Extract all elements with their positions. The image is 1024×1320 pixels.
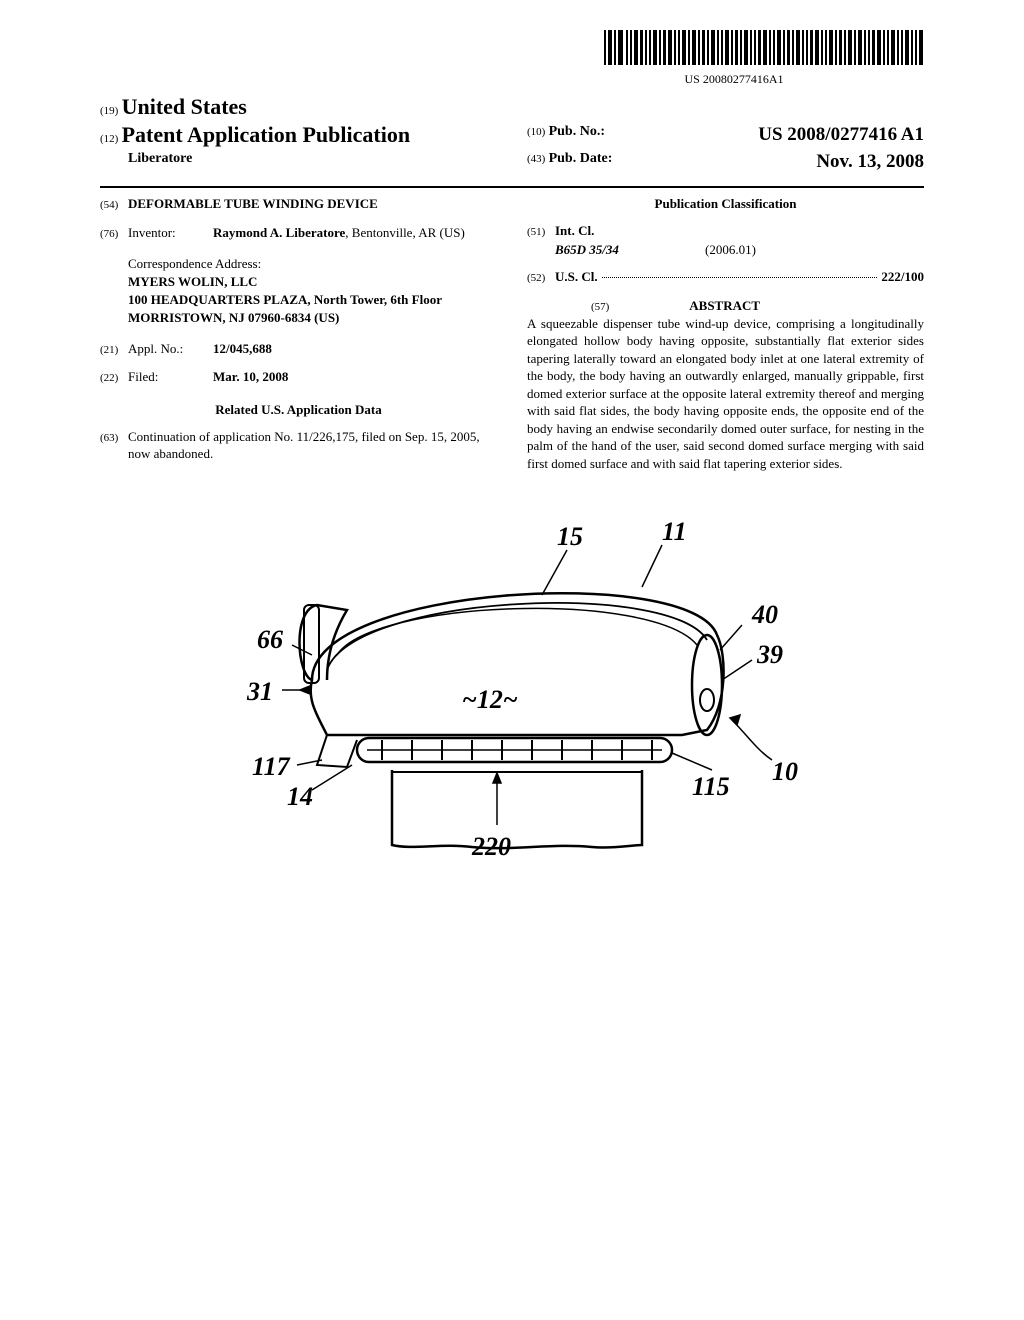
barcode-section: US 20080277416A1: [100, 30, 924, 88]
int-cl-code: B65D 35/34: [555, 242, 705, 259]
main-content: (54) DEFORMABLE TUBE WINDING DEVICE (76)…: [100, 196, 924, 475]
inventor-name: Raymond A. Liberatore: [213, 225, 345, 240]
fig-label-12: ~12~: [462, 685, 518, 714]
fig-label-220: 220: [471, 832, 511, 861]
pub-date-label-group: (43) Pub. Date:: [527, 150, 612, 175]
int-cl-section: (51) Int. Cl. B65D 35/34 (2006.01): [527, 223, 924, 259]
inventor-location: Bentonville, AR (US): [352, 225, 465, 240]
fig-label-14: 14: [287, 782, 313, 811]
filed-label: Filed:: [128, 369, 213, 386]
country-num: (19): [100, 105, 118, 117]
int-cl-row: (51) Int. Cl.: [527, 223, 924, 240]
filed-row: (22) Filed: Mar. 10, 2008: [100, 369, 497, 386]
inventor-num: (76): [100, 225, 128, 241]
fig-label-10: 10: [772, 757, 798, 786]
inventor-value: Raymond A. Liberatore, Bentonville, AR (…: [213, 225, 497, 242]
inventor-row: (76) Inventor: Raymond A. Liberatore, Be…: [100, 225, 497, 242]
header-left: (19) United States (12) Patent Applicati…: [100, 93, 497, 168]
fig-label-11: 11: [662, 517, 687, 546]
us-cl-row: (52) U.S. Cl. 222/100: [527, 269, 924, 286]
pub-no-value: US 2008/0277416 A1: [758, 123, 924, 148]
fig-label-31: 31: [246, 677, 273, 706]
int-cl-label: Int. Cl.: [555, 223, 924, 240]
author-line: Liberatore: [100, 150, 497, 168]
divider: [100, 186, 924, 188]
int-cl-detail: B65D 35/34 (2006.01): [555, 242, 924, 259]
pub-no-num: (10): [527, 126, 545, 138]
pub-num: (12): [100, 133, 118, 145]
filed-value: Mar. 10, 2008: [213, 369, 497, 386]
pub-date-value: Nov. 13, 2008: [816, 150, 924, 175]
related-num: (63): [100, 429, 128, 445]
abstract-num: (57): [591, 298, 609, 315]
us-cl-label: U.S. Cl.: [555, 269, 598, 286]
title-num: (54): [100, 196, 128, 212]
correspondence-block: Correspondence Address: MYERS WOLIN, LLC…: [128, 256, 497, 327]
appl-row: (21) Appl. No.: 12/045,688: [100, 341, 497, 358]
correspondence-line2: 100 HEADQUARTERS PLAZA, North Tower, 6th…: [128, 292, 497, 309]
correspondence-line1: MYERS WOLIN, LLC: [128, 274, 497, 291]
related-row: (63) Continuation of application No. 11/…: [100, 429, 497, 463]
pub-title-line: (12) Patent Application Publication: [100, 121, 497, 150]
filed-num: (22): [100, 369, 128, 385]
left-column: (54) DEFORMABLE TUBE WINDING DEVICE (76)…: [100, 196, 497, 475]
correspondence-line3: MORRISTOWN, NJ 07960-6834 (US): [128, 310, 497, 327]
inventor-label: Inventor:: [128, 225, 213, 242]
fig-label-15: 15: [557, 522, 583, 551]
fig-label-40: 40: [751, 600, 778, 629]
correspondence-label: Correspondence Address:: [128, 256, 497, 273]
pub-no-label-group: (10) Pub. No.:: [527, 123, 605, 148]
title-value: DEFORMABLE TUBE WINDING DEVICE: [128, 196, 378, 213]
country-line: (19) United States: [100, 93, 497, 122]
country-name: United States: [122, 94, 247, 119]
fig-label-66: 66: [257, 625, 283, 654]
related-text: Continuation of application No. 11/226,1…: [128, 429, 497, 463]
right-column: Publication Classification (51) Int. Cl.…: [527, 196, 924, 475]
classification-heading: Publication Classification: [527, 196, 924, 213]
int-cl-num: (51): [527, 223, 555, 239]
patent-figure: 66 31 117 14 15 11 ~12~ 40 39 115 10 220: [152, 505, 872, 885]
pub-date-label: Pub. Date:: [549, 151, 613, 166]
appl-label: Appl. No.:: [128, 341, 213, 358]
abstract-text: A squeezable dispenser tube wind-up devi…: [527, 315, 924, 473]
us-cl-num: (52): [527, 269, 555, 285]
related-heading: Related U.S. Application Data: [100, 402, 497, 419]
pub-date-line: (43) Pub. Date: Nov. 13, 2008: [527, 150, 924, 175]
us-cl-value: 222/100: [881, 269, 924, 286]
fig-label-115: 115: [692, 772, 730, 801]
pub-no-line: (10) Pub. No.: US 2008/0277416 A1: [527, 123, 924, 148]
title-row: (54) DEFORMABLE TUBE WINDING DEVICE: [100, 196, 497, 213]
pub-date-num: (43): [527, 153, 545, 165]
fig-label-39: 39: [756, 640, 783, 669]
abstract-heading: ABSTRACT: [689, 298, 760, 315]
int-cl-year: (2006.01): [705, 242, 756, 259]
header: (19) United States (12) Patent Applicati…: [100, 93, 924, 178]
header-right: (10) Pub. No.: US 2008/0277416 A1 (43) P…: [497, 93, 924, 178]
pub-title: Patent Application Publication: [122, 122, 410, 147]
pub-no-label: Pub. No.:: [549, 124, 605, 139]
barcode: US 20080277416A1: [604, 30, 924, 87]
appl-num: (21): [100, 341, 128, 357]
barcode-svg: [604, 30, 924, 65]
barcode-number: US 20080277416A1: [604, 72, 924, 88]
appl-value: 12/045,688: [213, 341, 497, 358]
fig-label-117: 117: [252, 752, 291, 781]
figure-section: 66 31 117 14 15 11 ~12~ 40 39 115 10 220: [100, 505, 924, 890]
us-cl-dots: [602, 277, 878, 278]
